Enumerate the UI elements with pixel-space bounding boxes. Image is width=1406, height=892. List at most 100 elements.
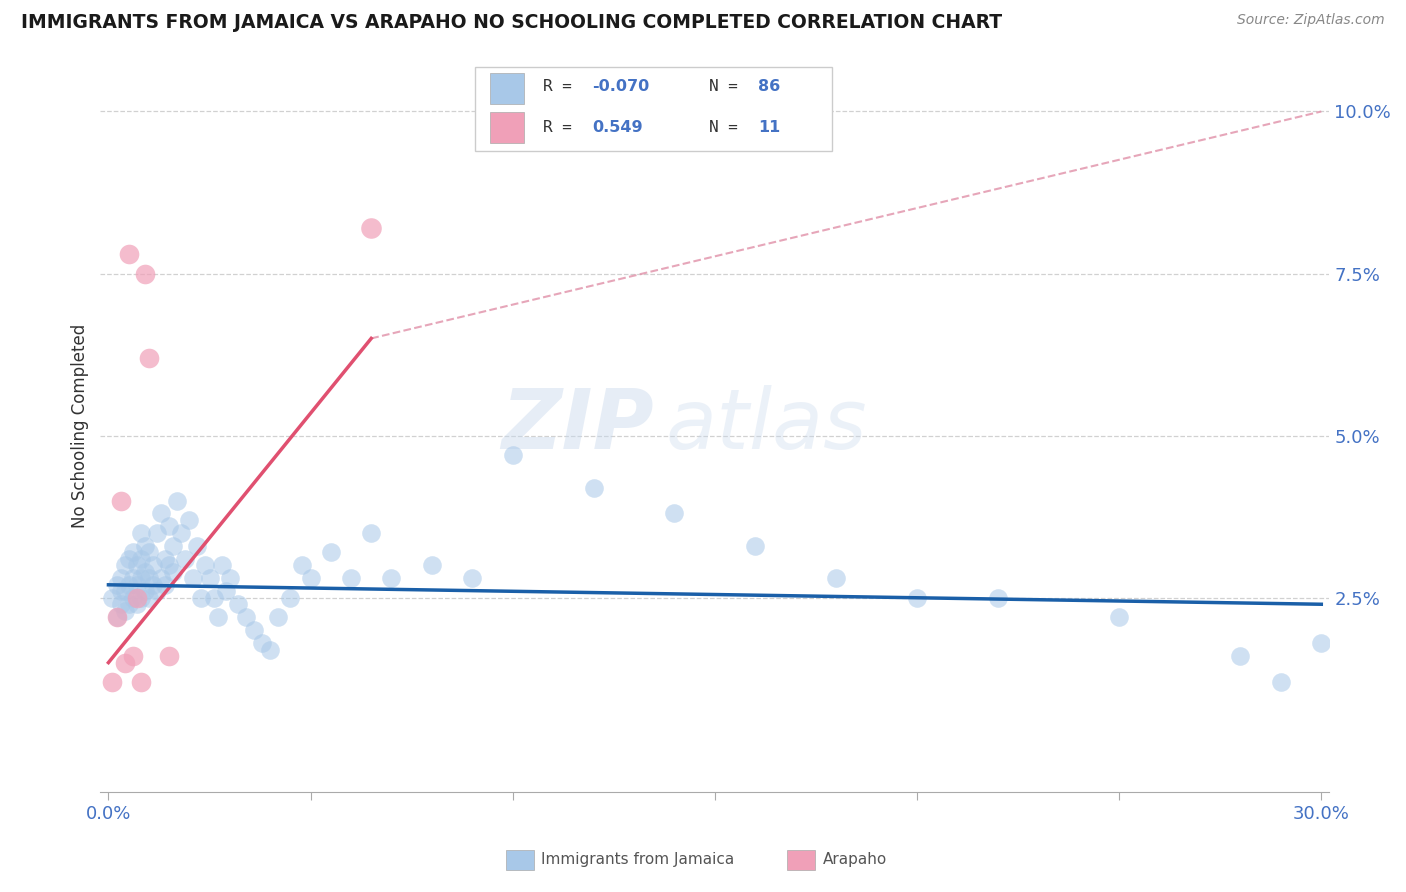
Point [235, 610, 257, 624]
Point [226, 597, 249, 611]
Point [744, 539, 766, 553]
Point [134, 565, 156, 579]
Point [110, 584, 132, 599]
Point [118, 597, 141, 611]
Point [190, 591, 212, 605]
Point [162, 565, 184, 579]
Point [215, 584, 238, 599]
Point [150, 507, 173, 521]
Point [105, 578, 128, 592]
Point [243, 623, 266, 637]
Point [138, 351, 160, 365]
Point [125, 578, 148, 592]
Point [110, 493, 132, 508]
Point [129, 675, 152, 690]
Point [150, 571, 173, 585]
Point [502, 448, 524, 462]
Point [825, 571, 848, 585]
Text: -0.070: -0.070 [592, 78, 650, 94]
Text: Immigrants from Jamaica: Immigrants from Jamaica [541, 853, 734, 867]
Point [186, 539, 208, 553]
Point [157, 558, 180, 573]
Point [267, 610, 290, 624]
Point [211, 558, 233, 573]
Text: Arapaho: Arapaho [823, 853, 887, 867]
Point [134, 267, 156, 281]
Point [134, 584, 156, 599]
Point [174, 552, 197, 566]
Point [118, 247, 141, 261]
Point [118, 578, 141, 592]
Point [259, 642, 281, 657]
Point [340, 571, 363, 585]
Point [420, 558, 443, 573]
Point [664, 507, 686, 521]
Point [198, 571, 221, 585]
Point [179, 513, 201, 527]
Point [166, 493, 188, 508]
Point [114, 604, 136, 618]
Point [218, 571, 240, 585]
Point [162, 539, 184, 553]
Point [250, 636, 273, 650]
Point [138, 545, 160, 559]
Point [905, 591, 928, 605]
Point [202, 591, 225, 605]
Point [194, 558, 217, 573]
Point [110, 571, 132, 585]
Point [146, 584, 169, 599]
Y-axis label: No Schooling Completed: No Schooling Completed [72, 324, 89, 528]
Point [582, 481, 605, 495]
Point [1270, 675, 1292, 690]
Text: atlas: atlas [665, 385, 868, 467]
Point [125, 558, 148, 573]
Point [157, 519, 180, 533]
Point [291, 558, 314, 573]
Point [207, 610, 229, 624]
Point [299, 571, 322, 585]
Point [105, 610, 128, 624]
Point [170, 525, 193, 540]
Point [121, 545, 143, 559]
Point [129, 552, 152, 566]
Text: ZIP: ZIP [501, 385, 654, 467]
Text: 86: 86 [758, 78, 780, 94]
Point [105, 610, 128, 624]
Point [987, 591, 1010, 605]
Bar [489, 112, 524, 143]
Point [121, 571, 143, 585]
Point [114, 656, 136, 670]
Point [129, 591, 152, 605]
Point [153, 552, 176, 566]
Bar [489, 73, 524, 104]
Point [157, 649, 180, 664]
Text: R =: R = [543, 120, 581, 135]
Point [142, 558, 165, 573]
Text: 0.549: 0.549 [592, 120, 643, 135]
Point [121, 591, 143, 605]
Point [360, 525, 382, 540]
Point [101, 675, 124, 690]
Text: Source: ZipAtlas.com: Source: ZipAtlas.com [1237, 13, 1385, 28]
Point [138, 591, 160, 605]
Point [114, 558, 136, 573]
Point [118, 552, 141, 566]
Point [129, 571, 152, 585]
Text: IMMIGRANTS FROM JAMAICA VS ARAPAHO NO SCHOOLING COMPLETED CORRELATION CHART: IMMIGRANTS FROM JAMAICA VS ARAPAHO NO SC… [21, 13, 1002, 32]
Point [461, 571, 484, 585]
Point [146, 525, 169, 540]
Point [101, 591, 124, 605]
Point [1108, 610, 1130, 624]
Text: R =: R = [543, 78, 581, 94]
Point [183, 571, 205, 585]
Point [110, 597, 132, 611]
Point [380, 571, 402, 585]
Point [125, 591, 148, 605]
Text: N =: N = [709, 120, 747, 135]
Point [138, 571, 160, 585]
Point [121, 649, 143, 664]
Point [142, 578, 165, 592]
Point [114, 584, 136, 599]
Point [319, 545, 342, 559]
Text: N =: N = [709, 78, 747, 94]
